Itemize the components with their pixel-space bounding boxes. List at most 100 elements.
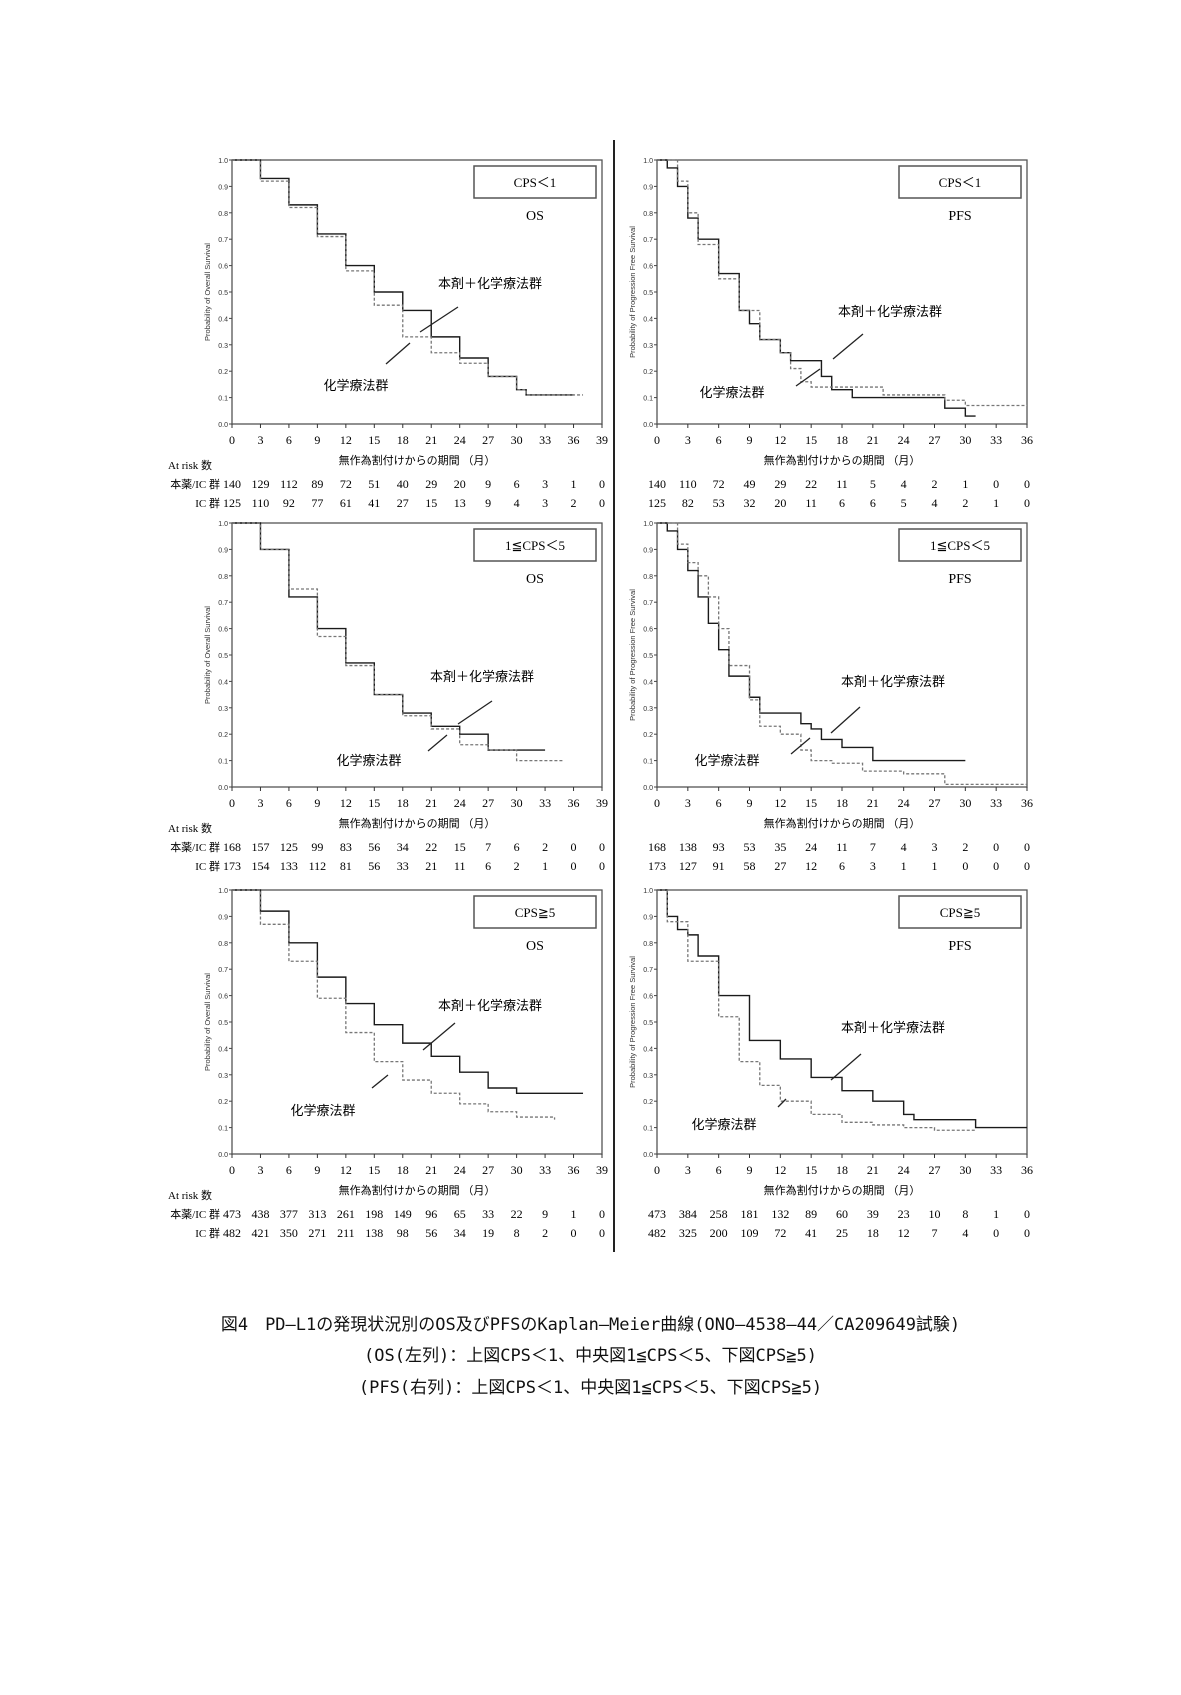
- y-tick-label: 0.1: [218, 1126, 228, 1133]
- y-tick-label: 0.8: [643, 574, 653, 581]
- at-risk-chemo-value: 18: [867, 1226, 879, 1240]
- at-risk-treatment-value: 2: [932, 477, 938, 491]
- at-risk-treatment-value: 22: [511, 1207, 523, 1221]
- y-tick-label: 0.5: [218, 1020, 228, 1027]
- y-tick-label: 0.0: [218, 422, 228, 429]
- at-risk-chemo-value: 482: [223, 1226, 241, 1240]
- at-risk-chemo-value: 53: [713, 496, 725, 510]
- y-tick-label: 0.1: [643, 396, 653, 403]
- y-tick-label: 0.2: [643, 732, 653, 739]
- at-risk-chemo-value: 27: [397, 496, 409, 510]
- y-tick-label: 0.0: [643, 1152, 653, 1159]
- x-tick-label: 24: [454, 796, 466, 810]
- x-tick-label: 36: [1021, 433, 1033, 447]
- at-risk-chemo-value: 173: [648, 859, 666, 873]
- at-risk-chemo-value: 34: [454, 1226, 466, 1240]
- at-risk-chemo-value: 2: [962, 496, 968, 510]
- x-tick-label: 12: [340, 796, 352, 810]
- at-risk-chemo-value: 112: [309, 859, 327, 873]
- at-risk-chemo-value: 4: [514, 496, 520, 510]
- at-risk-chemo-value: 41: [805, 1226, 817, 1240]
- at-risk-treatment-value: 0: [1024, 840, 1030, 854]
- x-tick-label: 27: [482, 433, 494, 447]
- x-tick-label: 9: [314, 1163, 320, 1177]
- at-risk-chemo-value: 41: [368, 496, 380, 510]
- y-tick-label: 0.9: [643, 547, 653, 554]
- treatment-pointer-line: [830, 1053, 862, 1081]
- at-risk-chemo-value: 58: [744, 859, 756, 873]
- at-risk-treatment-value: 473: [223, 1207, 241, 1221]
- y-tick-label: 1.0: [218, 888, 228, 895]
- chemo-survival-curve: [657, 159, 1027, 407]
- at-risk-treatment-value: 0: [599, 477, 605, 491]
- at-risk-chemo-value: 82: [682, 496, 694, 510]
- at-risk-label: At risk 数: [168, 822, 212, 835]
- chemo-survival-curve: [657, 522, 1027, 786]
- at-risk-treatment-value: 29: [774, 477, 786, 491]
- at-risk-chemo-value: 325: [679, 1226, 697, 1240]
- y-tick-label: 0.2: [218, 369, 228, 376]
- at-risk-row-chemo: IC 群: [195, 496, 220, 510]
- km-chart-1: 0.0 0.1 0.2 0.3 0.4 0.5 0.6 0.7 0.8 0.9 1.0 Probabi…: [168, 158, 608, 510]
- x-tick-label: 24: [898, 796, 910, 810]
- at-risk-treatment-value: 8: [962, 1207, 968, 1221]
- subgroup-label: 1≦CPS＜5: [505, 538, 565, 553]
- x-tick-label: 33: [539, 433, 551, 447]
- x-tick-label: 21: [867, 796, 879, 810]
- y-tick-label: 0.1: [643, 759, 653, 766]
- at-risk-treatment-value: 15: [454, 840, 466, 854]
- at-risk-treatment-value: 0: [1024, 477, 1030, 491]
- treatment-survival-curve: [657, 889, 1027, 1129]
- y-tick-label: 0.4: [643, 679, 653, 686]
- treatment-pointer-line: [422, 1022, 456, 1051]
- y-tick-label: 1.0: [218, 158, 228, 165]
- at-risk-treatment-value: 258: [710, 1207, 728, 1221]
- x-tick-label: 15: [805, 433, 817, 447]
- at-risk-row-treatment: 本薬/IC 群: [170, 840, 220, 854]
- y-tick-label: 0.7: [643, 237, 653, 244]
- at-risk-chemo-value: 11: [805, 496, 817, 510]
- at-risk-chemo-value: 133: [280, 859, 298, 873]
- at-risk-treatment-value: 384: [679, 1207, 697, 1221]
- plot-frame: [656, 159, 1028, 425]
- treatment-annotation: 本剤＋化学療法群: [841, 674, 945, 690]
- km-chart-2: 0.0 0.1 0.2 0.3 0.4 0.5 0.6 0.7 0.8 0.9 1.0 Probabi…: [628, 158, 1033, 510]
- plot-frame: [231, 522, 603, 788]
- at-risk-chemo-value: 0: [993, 1226, 999, 1240]
- at-risk-chemo-value: 0: [599, 859, 605, 873]
- x-tick-label: 0: [229, 433, 235, 447]
- at-risk-treatment-value: 89: [805, 1207, 817, 1221]
- at-risk-chemo-value: 6: [870, 496, 876, 510]
- y-tick-label: 0.0: [218, 785, 228, 792]
- x-tick-label: 21: [425, 1163, 437, 1177]
- chemo-annotation: 化学療法群: [290, 1103, 355, 1119]
- at-risk-chemo-value: 56: [425, 1226, 437, 1240]
- at-risk-treatment-value: 20: [454, 477, 466, 491]
- at-risk-treatment-value: 93: [713, 840, 725, 854]
- chemo-annotation: 化学療法群: [691, 1117, 756, 1133]
- y-tick-label: 0.6: [643, 994, 653, 1001]
- x-tick-label: 0: [229, 1163, 235, 1177]
- at-risk-chemo-value: 12: [805, 859, 817, 873]
- y-tick-label: 0.3: [218, 1073, 228, 1080]
- at-risk-treatment-value: 140: [223, 477, 241, 491]
- at-risk-chemo-value: 21: [425, 859, 437, 873]
- x-tick-label: 15: [368, 433, 380, 447]
- subgroup-label: CPS≧5: [515, 905, 556, 920]
- y-tick-label: 0.0: [643, 422, 653, 429]
- at-risk-chemo-value: 127: [679, 859, 697, 873]
- x-tick-label: 15: [805, 796, 817, 810]
- at-risk-chemo-value: 3: [542, 496, 548, 510]
- x-tick-label: 18: [836, 433, 848, 447]
- x-tick-label: 15: [368, 796, 380, 810]
- at-risk-chemo-value: 4: [932, 496, 938, 510]
- at-risk-treatment-value: 261: [337, 1207, 355, 1221]
- at-risk-treatment-value: 11: [836, 477, 848, 491]
- y-tick-label: 1.0: [218, 521, 228, 528]
- x-tick-label: 0: [654, 796, 660, 810]
- at-risk-treatment-value: 6: [514, 477, 520, 491]
- x-tick-label: 33: [539, 796, 551, 810]
- at-risk-treatment-value: 89: [311, 477, 323, 491]
- at-risk-chemo-value: 6: [839, 859, 845, 873]
- x-tick-label: 6: [716, 1163, 722, 1177]
